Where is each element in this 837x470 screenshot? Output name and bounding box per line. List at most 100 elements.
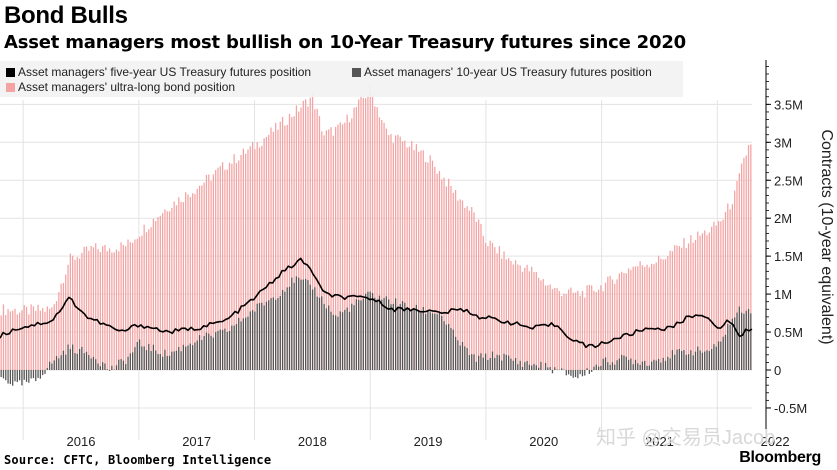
legend-swatch-ultra-long (6, 82, 15, 92)
ultra-long-bar (607, 276, 609, 370)
ultra-long-bar (390, 134, 392, 370)
ultra-long-bar (132, 242, 134, 370)
ten-year-bar (489, 357, 491, 370)
ultra-long-bar (30, 304, 32, 370)
ten-year-bar (704, 351, 706, 370)
ten-year-bar (397, 306, 399, 370)
ten-year-bar (353, 305, 355, 370)
ultra-long-bar (413, 150, 415, 370)
ten-year-bar (185, 346, 187, 370)
ten-year-bar (669, 358, 671, 370)
ultra-long-bar (99, 252, 101, 370)
ultra-long-bar (480, 223, 482, 370)
ten-year-bar (738, 306, 740, 370)
y-tick-label: 2.5M (774, 173, 803, 188)
ten-year-bar (263, 305, 265, 370)
ten-year-bar (630, 358, 632, 370)
ten-year-bar (491, 351, 494, 370)
ultra-long-bar (295, 105, 298, 371)
ultra-long-bar (706, 235, 708, 370)
ten-year-bar (12, 370, 14, 386)
ten-year-bar (102, 362, 104, 370)
legend-label-ultra-long: Asset managers' ultra-long bond position (18, 80, 236, 94)
ultra-long-bar (496, 253, 498, 370)
ultra-long-bar (48, 308, 51, 370)
ten-year-bar (547, 367, 549, 370)
ten-year-bar (644, 360, 646, 370)
ten-year-bar (245, 317, 247, 370)
ten-year-bar (351, 303, 353, 370)
ultra-long-bar (392, 143, 394, 370)
ten-year-bar (7, 370, 9, 384)
ten-year-bar (634, 359, 637, 370)
ten-year-bar (254, 311, 256, 370)
ten-year-bar (600, 365, 602, 370)
ten-year-bar (150, 351, 152, 370)
ten-year-bar (168, 355, 171, 370)
ten-year-bar (408, 307, 411, 370)
ultra-long-bar (275, 122, 277, 370)
ten-year-bar (528, 364, 531, 370)
ten-year-bar (175, 350, 178, 370)
ten-year-bar (208, 333, 210, 370)
ten-year-bar (740, 312, 743, 370)
ultra-long-bar (328, 129, 330, 370)
ten-year-bar (298, 277, 300, 370)
legend-item-five-year: Asset managers' five-year US Treasury fu… (6, 64, 311, 80)
ten-year-bar (261, 302, 263, 370)
line-series-layer (0, 257, 753, 349)
ten-year-bar (413, 308, 415, 370)
ultra-long-bar (247, 149, 249, 370)
ultra-long-bar (519, 265, 521, 370)
ten-year-bar (734, 317, 736, 370)
ultra-long-bar (28, 314, 30, 370)
ten-year-bar (85, 351, 88, 370)
ten-year-bar (55, 356, 58, 370)
ultra-long-bar (171, 207, 173, 370)
ten-year-bar (9, 370, 12, 385)
ten-year-bar (494, 357, 496, 370)
ultra-long-bar (547, 285, 549, 370)
ultra-long-bar (526, 264, 528, 370)
ten-year-bar (339, 311, 341, 370)
ten-year-bar (284, 291, 286, 370)
ultra-long-bar (616, 279, 618, 370)
ten-year-bar (655, 360, 657, 370)
ultra-long-bar (572, 292, 574, 370)
ten-year-bar (621, 354, 623, 370)
ultra-long-bar (224, 169, 226, 370)
ultra-long-bar (182, 202, 185, 370)
ten-year-bar (51, 363, 53, 370)
ultra-long-bar (549, 284, 551, 370)
ten-year-bar (699, 350, 701, 370)
ultra-long-bar (210, 180, 212, 370)
ultra-long-bar (376, 107, 378, 370)
ten-year-bar (415, 304, 418, 370)
ultra-long-bar (457, 200, 459, 370)
ten-year-bar (69, 349, 71, 370)
ultra-long-bar (168, 211, 171, 370)
ten-year-bar (305, 279, 307, 370)
ultra-long-bar (307, 106, 309, 370)
ultra-long-bar (46, 306, 48, 370)
ultra-long-bar (521, 271, 524, 370)
ten-year-bar (459, 345, 461, 370)
ultra-long-bar (233, 154, 235, 370)
ten-year-bar (586, 368, 588, 370)
ultra-long-bar (544, 285, 547, 370)
ten-year-bar (681, 350, 683, 370)
ten-year-bar (53, 360, 55, 370)
ultra-long-bar (74, 259, 76, 370)
ten-year-bar (593, 366, 595, 370)
ultra-long-bar (436, 173, 438, 370)
ten-year-bar (277, 298, 279, 370)
ultra-long-bar (238, 160, 240, 370)
ultra-long-bar (697, 231, 699, 370)
ten-year-bar (579, 370, 581, 375)
ultra-long-bar (201, 185, 203, 370)
ten-year-bar (374, 297, 376, 370)
ultra-long-bar (429, 155, 431, 370)
ultra-long-bar (95, 243, 97, 370)
ultra-long-bar (175, 205, 178, 370)
ultra-long-bar (533, 272, 535, 370)
